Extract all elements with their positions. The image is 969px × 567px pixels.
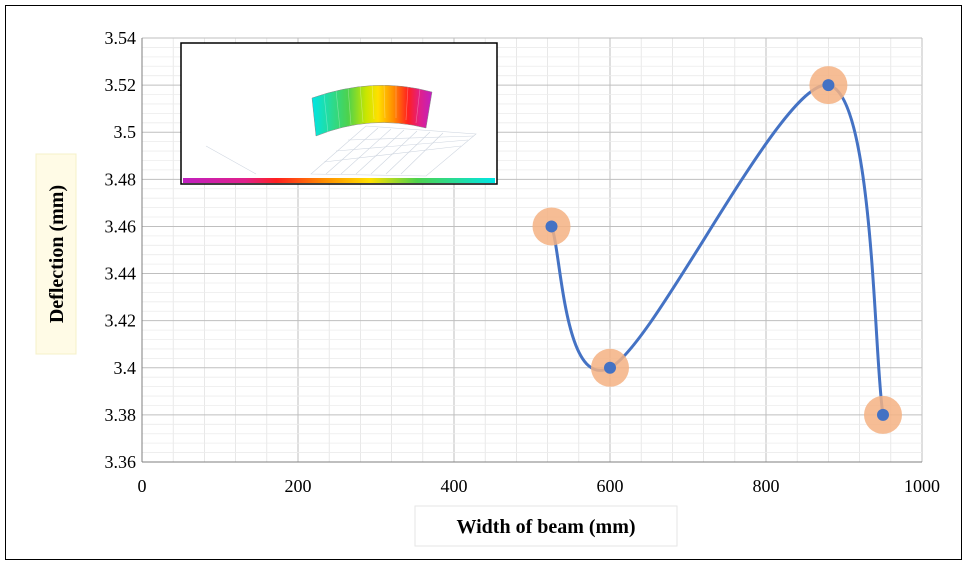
y-axis-title-box: Deflection (mm) <box>35 153 77 355</box>
y-tick-label: 3.52 <box>105 75 137 95</box>
x-tick-label: 200 <box>285 476 312 496</box>
y-tick-label: 3.44 <box>105 264 137 284</box>
data-point <box>822 79 835 92</box>
x-tick-label: 1000 <box>904 476 940 496</box>
data-point <box>545 220 558 233</box>
x-tick-label: 400 <box>441 476 468 496</box>
y-axis-title: Deflection (mm) <box>46 185 68 323</box>
series-layer <box>532 66 902 434</box>
y-tick-label: 3.46 <box>105 216 137 236</box>
y-tick-label: 3.48 <box>105 169 137 189</box>
tick-labels: 0 200 400 600 800 1000 3.36 3.38 3.4 3.42 3.44 3.46… <box>105 28 941 496</box>
deflection-chart: 0 200 400 600 800 1000 3.36 3.38 3.4 3.42 3.44 3.46… <box>35 28 941 547</box>
data-point <box>604 361 616 374</box>
y-tick-label: 3.4 <box>114 358 137 378</box>
x-tick-label: 0 <box>138 476 147 496</box>
y-tick-label: 3.36 <box>105 452 137 472</box>
y-tick-label: 3.38 <box>105 405 137 425</box>
y-tick-label: 3.54 <box>105 28 137 48</box>
data-point <box>877 408 889 421</box>
x-tick-label: 600 <box>597 476 624 496</box>
x-axis-title-box: Width of beam (mm) <box>414 505 678 547</box>
x-tick-label: 800 <box>753 476 780 496</box>
y-tick-label: 3.42 <box>105 311 137 331</box>
fem-deflection-contour-image <box>180 42 498 185</box>
chart-frame: 0 200 400 600 800 1000 3.36 3.38 3.4 3.42 3.44 3.46… <box>5 5 962 560</box>
y-tick-label: 3.5 <box>114 122 137 142</box>
series-line <box>550 83 885 416</box>
x-axis-title: Width of beam (mm) <box>456 516 635 538</box>
